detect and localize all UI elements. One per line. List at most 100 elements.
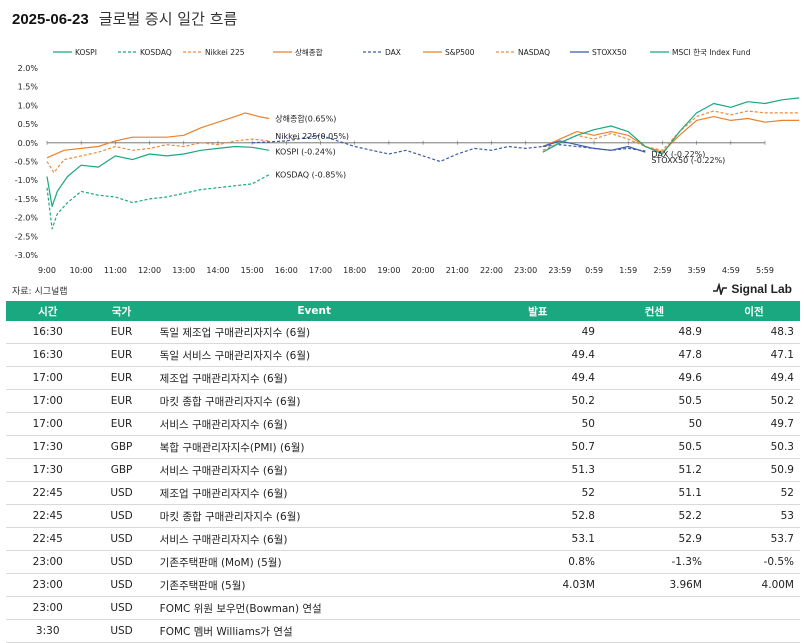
cell-forecast: 3.96M	[600, 573, 708, 597]
cell-time: 17:00	[6, 366, 90, 390]
cell-event: 독일 제조업 구매관리자지수 (6월)	[153, 321, 475, 344]
brand-name: Signal Lab	[731, 282, 792, 296]
plot-area	[46, 97, 800, 230]
cell-forecast: 50.5	[600, 435, 708, 459]
cell-event: 독일 서비스 구매관리자지수 (6월)	[153, 343, 475, 367]
chart-legend: KOSPI KOSDAQ Nikkei 225 상해종합 DAX S&P500 NASDAQ…	[53, 47, 751, 57]
market-line-chart: KOSPI KOSDAQ Nikkei 225 상해종합 DAX S&P500 NASDAQ…	[15, 47, 800, 275]
page-header: 2025-06-23 글로벌 증시 일간 흐름	[12, 8, 237, 30]
cell-actual: 4.03M	[474, 573, 601, 597]
cell-country: USD	[89, 596, 154, 620]
x-axis: 9:00 10:00 11:00 12:00 13:00 14:00 15:00 16:00 1…	[38, 140, 774, 275]
x-tick-label: 3:59	[688, 266, 706, 275]
legend-label: Nikkei 225	[205, 48, 245, 57]
cell-forecast: 48.9	[600, 321, 708, 344]
table-row: 16:30 EUR 독일 제조업 구매관리자지수 (6월) 49 48.9 48.3	[6, 321, 800, 344]
cell-previous: 49.7	[707, 412, 800, 436]
x-tick-label: 15:00	[241, 266, 264, 275]
report-date: 2025-06-23	[12, 11, 89, 28]
cell-actual: 52	[474, 481, 601, 505]
cell-forecast: 51.2	[600, 458, 708, 482]
cell-forecast: 52.2	[600, 504, 708, 528]
y-tick-label: 0.5%	[18, 120, 39, 129]
col-forecast-header: 컨센	[600, 301, 708, 321]
cell-actual: 49.4	[474, 366, 601, 390]
cell-event: 마킷 종합 구매관리자지수 (6월)	[153, 504, 475, 528]
series-end-label: Nikkei 225(0.05%)	[275, 132, 349, 141]
y-tick-label: 1.0%	[18, 101, 39, 110]
cell-country: USD	[89, 527, 154, 551]
cell-event: 제조업 구매관리자지수 (6월)	[153, 481, 475, 505]
cell-forecast: 50.5	[600, 389, 708, 413]
cell-time: 23:00	[6, 550, 90, 574]
cell-time: 23:00	[6, 596, 90, 620]
cell-previous: 53.7	[707, 527, 800, 551]
col-event-header: Event	[153, 301, 475, 321]
x-tick-label: 10:00	[70, 266, 93, 275]
col-previous-header: 이전	[707, 301, 800, 321]
x-tick-label: 1:59	[619, 266, 637, 275]
cell-country: USD	[89, 573, 154, 597]
cell-actual: 49	[474, 321, 601, 344]
series-line	[542, 97, 800, 155]
x-tick-label: 23:00	[514, 266, 537, 275]
x-tick-label: 9:00	[38, 266, 56, 275]
series-line	[542, 110, 800, 151]
legend-label: STOXX50	[592, 48, 627, 57]
cell-time: 16:30	[6, 321, 90, 344]
cell-country: EUR	[89, 321, 154, 344]
cell-country: USD	[89, 619, 154, 643]
x-tick-label: 23:59	[548, 266, 571, 275]
x-tick-label: 19:00	[377, 266, 400, 275]
legend-label: KOSPI	[75, 48, 97, 57]
x-tick-label: 5:59	[756, 266, 774, 275]
col-country-header: 국가	[89, 301, 154, 321]
cell-actual: 0.8%	[474, 550, 601, 574]
y-tick-label: -2.5%	[15, 232, 39, 241]
table-row: 17:00 EUR 마킷 종합 구매관리자지수 (6월) 50.2 50.5 50.2	[6, 389, 800, 413]
table-header-row: 시간 국가 Event 발표 컨센 이전	[6, 301, 800, 321]
cell-event: 제조업 구매관리자지수 (6월)	[153, 366, 475, 390]
cell-time: 17:00	[6, 412, 90, 436]
series-line	[46, 174, 270, 230]
cell-country: USD	[89, 504, 154, 528]
legend-label: KOSDAQ	[140, 48, 172, 57]
cell-country: EUR	[89, 389, 154, 413]
y-axis: 2.0% 1.5% 1.0% 0.5% 0.0% -0.5% -1.0% -1.5% -2.0%…	[15, 64, 39, 260]
series-line	[46, 145, 270, 207]
x-tick-label: 22:00	[480, 266, 503, 275]
y-tick-label: 1.5%	[18, 83, 39, 92]
y-tick-label: -0.5%	[15, 158, 39, 167]
cell-previous: -0.5%	[707, 550, 800, 574]
x-tick-label: 20:00	[412, 266, 435, 275]
y-tick-label: -3.0%	[15, 251, 39, 260]
series-line	[252, 134, 646, 163]
x-tick-label: 2:59	[653, 266, 671, 275]
cell-event: 복합 구매관리자지수(PMI) (6월)	[153, 435, 475, 459]
cell-previous: 47.1	[707, 343, 800, 367]
cell-country: EUR	[89, 412, 154, 436]
x-tick-label: 16:00	[275, 266, 298, 275]
table-row: 16:30 EUR 독일 서비스 구매관리자지수 (6월) 49.4 47.8 47.1	[6, 343, 800, 367]
cell-forecast: 49.6	[600, 366, 708, 390]
table-row: 17:00 EUR 제조업 구매관리자지수 (6월) 49.4 49.6 49.4	[6, 366, 800, 390]
economic-calendar-table: 시간 국가 Event 발표 컨센 이전 16:30 EUR 독일 제조업 구매관리…	[6, 301, 800, 643]
col-actual-header: 발표	[474, 301, 601, 321]
cell-previous: 49.4	[707, 366, 800, 390]
y-tick-label: -1.0%	[15, 176, 39, 185]
cell-country: USD	[89, 481, 154, 505]
cell-event: 서비스 구매관리자지수 (6월)	[153, 458, 475, 482]
x-tick-label: 0:59	[585, 266, 603, 275]
cell-country: GBP	[89, 435, 154, 459]
cell-time: 22:45	[6, 504, 90, 528]
cell-event: 기존주택판매 (5월)	[153, 573, 475, 597]
cell-event: FOMC 멤버 Williams가 연설	[153, 619, 475, 643]
cell-time: 22:45	[6, 481, 90, 505]
cell-time: 23:00	[6, 573, 90, 597]
cell-time: 3:30	[6, 619, 90, 643]
cell-previous: 50.2	[707, 389, 800, 413]
table-row: 22:45 USD 제조업 구매관리자지수 (6월) 52 51.1 52	[6, 481, 800, 505]
cell-forecast	[600, 619, 708, 643]
cell-event: 마킷 종합 구매관리자지수 (6월)	[153, 389, 475, 413]
brand-logo: Signal Lab	[713, 282, 792, 296]
